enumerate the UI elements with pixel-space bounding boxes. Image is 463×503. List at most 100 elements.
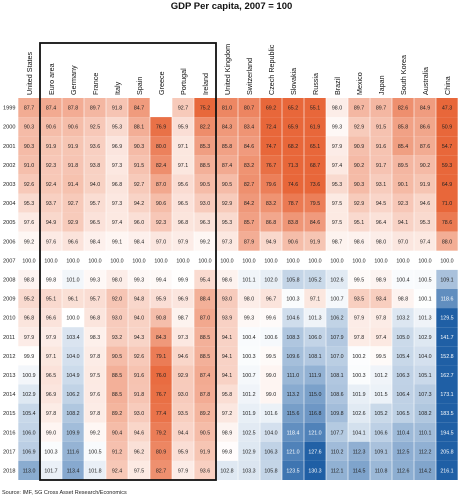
cell-value: 109.9: [66, 430, 79, 436]
cell-value: 100.3: [44, 449, 57, 455]
cell-value: 109.8: [330, 411, 343, 417]
cell-value: 90.6: [46, 125, 56, 131]
heatmap-cell: [348, 384, 370, 404]
heatmap-cell: [40, 403, 62, 423]
heatmap-cell: [326, 193, 348, 213]
heatmap-cell: [414, 117, 436, 137]
heatmap-cell: [326, 212, 348, 232]
heatmap-cell: [436, 346, 458, 366]
cell-value: 93.6: [200, 468, 210, 474]
cell-value: 106.6: [374, 430, 387, 436]
heatmap-cell: [238, 422, 260, 442]
column-header: Japan: [377, 75, 386, 95]
heatmap-cell: [194, 460, 216, 480]
heatmap-cell: [18, 193, 40, 213]
heatmap-cell: [194, 231, 216, 251]
cell-value: 98.9: [376, 277, 386, 283]
cell-value: 96.5: [178, 201, 188, 207]
heatmap-cell: [84, 250, 106, 270]
cell-value: 96.8: [112, 182, 122, 188]
cell-value: 91.7: [376, 163, 386, 169]
column-header: Euro area: [47, 63, 56, 95]
cell-value: 94.9: [46, 220, 56, 226]
cell-value: 90.9: [354, 144, 364, 150]
heatmap-cell: [18, 269, 40, 289]
cell-value: 91.5: [134, 163, 144, 169]
cell-value: 101.2: [374, 373, 387, 379]
heatmap-cell: [106, 117, 128, 137]
cell-value: 97.4: [420, 239, 430, 245]
cell-value: 77.4: [156, 411, 166, 417]
cell-value: 100.0: [286, 258, 299, 264]
heatmap-cell: [62, 193, 84, 213]
heatmap-cell: [84, 231, 106, 251]
heatmap-cell: [304, 308, 326, 328]
heatmap-cell: [18, 117, 40, 137]
cell-value: 90.2: [420, 163, 430, 169]
year-label: 2004: [3, 201, 15, 207]
heatmap-cell: [106, 346, 128, 366]
cell-value: 114.5: [353, 468, 366, 474]
heatmap-cell: [128, 327, 150, 347]
cell-value: 101.0: [66, 277, 79, 283]
cell-value: 105.1: [418, 373, 431, 379]
heatmap-cell: [62, 117, 84, 137]
heatmap-cell: [282, 422, 304, 442]
cell-value: 102.9: [418, 335, 431, 341]
heatmap-cell: [304, 250, 326, 270]
cell-value: 101.3: [418, 316, 431, 322]
heatmap-cell: [84, 289, 106, 309]
heatmap-cell: [238, 174, 260, 194]
cell-value: 92.9: [178, 373, 188, 379]
cell-value: 97.9: [178, 239, 188, 245]
heatmap-cell: [304, 441, 326, 461]
heatmap-cell: [326, 231, 348, 251]
heatmap-cell: [436, 193, 458, 213]
cell-value: 100.0: [66, 316, 79, 322]
heatmap-cell: [304, 384, 326, 404]
heatmap-cell: [106, 365, 128, 385]
heatmap-cell: [40, 136, 62, 156]
cell-value: 97.8: [354, 335, 364, 341]
heatmap-cell: [84, 327, 106, 347]
heatmap-cell: [414, 174, 436, 194]
heatmap-cell: [436, 384, 458, 404]
cell-value: 76.7: [266, 163, 276, 169]
cell-value: 90.6: [156, 201, 166, 207]
heatmap-cell: [304, 98, 326, 118]
heatmap-cell: [172, 346, 194, 366]
heatmap-cell: [260, 441, 282, 461]
cell-value: 106.0: [308, 335, 321, 341]
heatmap-cell: [40, 384, 62, 404]
heatmap-cell: [62, 231, 84, 251]
heatmap-cell: [84, 136, 106, 156]
column-header: China: [443, 76, 452, 95]
heatmap-cell: [62, 136, 84, 156]
cell-value: 100.7: [242, 373, 255, 379]
heatmap-cell: [282, 346, 304, 366]
cell-value: 89.7: [376, 106, 386, 112]
heatmap-cell: [392, 422, 414, 442]
heatmap-cell: [436, 117, 458, 137]
heatmap-cell: [238, 155, 260, 175]
heatmap-cell: [150, 136, 172, 156]
cell-value: 89.2: [112, 411, 122, 417]
heatmap-cell: [18, 327, 40, 347]
cell-value: 88.5: [200, 335, 210, 341]
heatmap-cell: [304, 117, 326, 137]
heatmap-cell: [238, 346, 260, 366]
cell-value: 97.4: [332, 163, 342, 169]
heatmap-cell: [370, 117, 392, 137]
column-header: Mexico: [355, 72, 364, 95]
heatmap-cell: [304, 403, 326, 423]
cell-value: 110.1: [419, 430, 432, 436]
heatmap-cell: [150, 365, 172, 385]
heatmap-cell: [150, 174, 172, 194]
heatmap-cell: [18, 250, 40, 270]
heatmap-cell: [172, 250, 194, 270]
heatmap-cell: [304, 365, 326, 385]
heatmap-cell: [238, 384, 260, 404]
cell-value: 98.8: [24, 277, 34, 283]
heatmap-cell: [414, 136, 436, 156]
cell-value: 97.1: [310, 297, 320, 303]
